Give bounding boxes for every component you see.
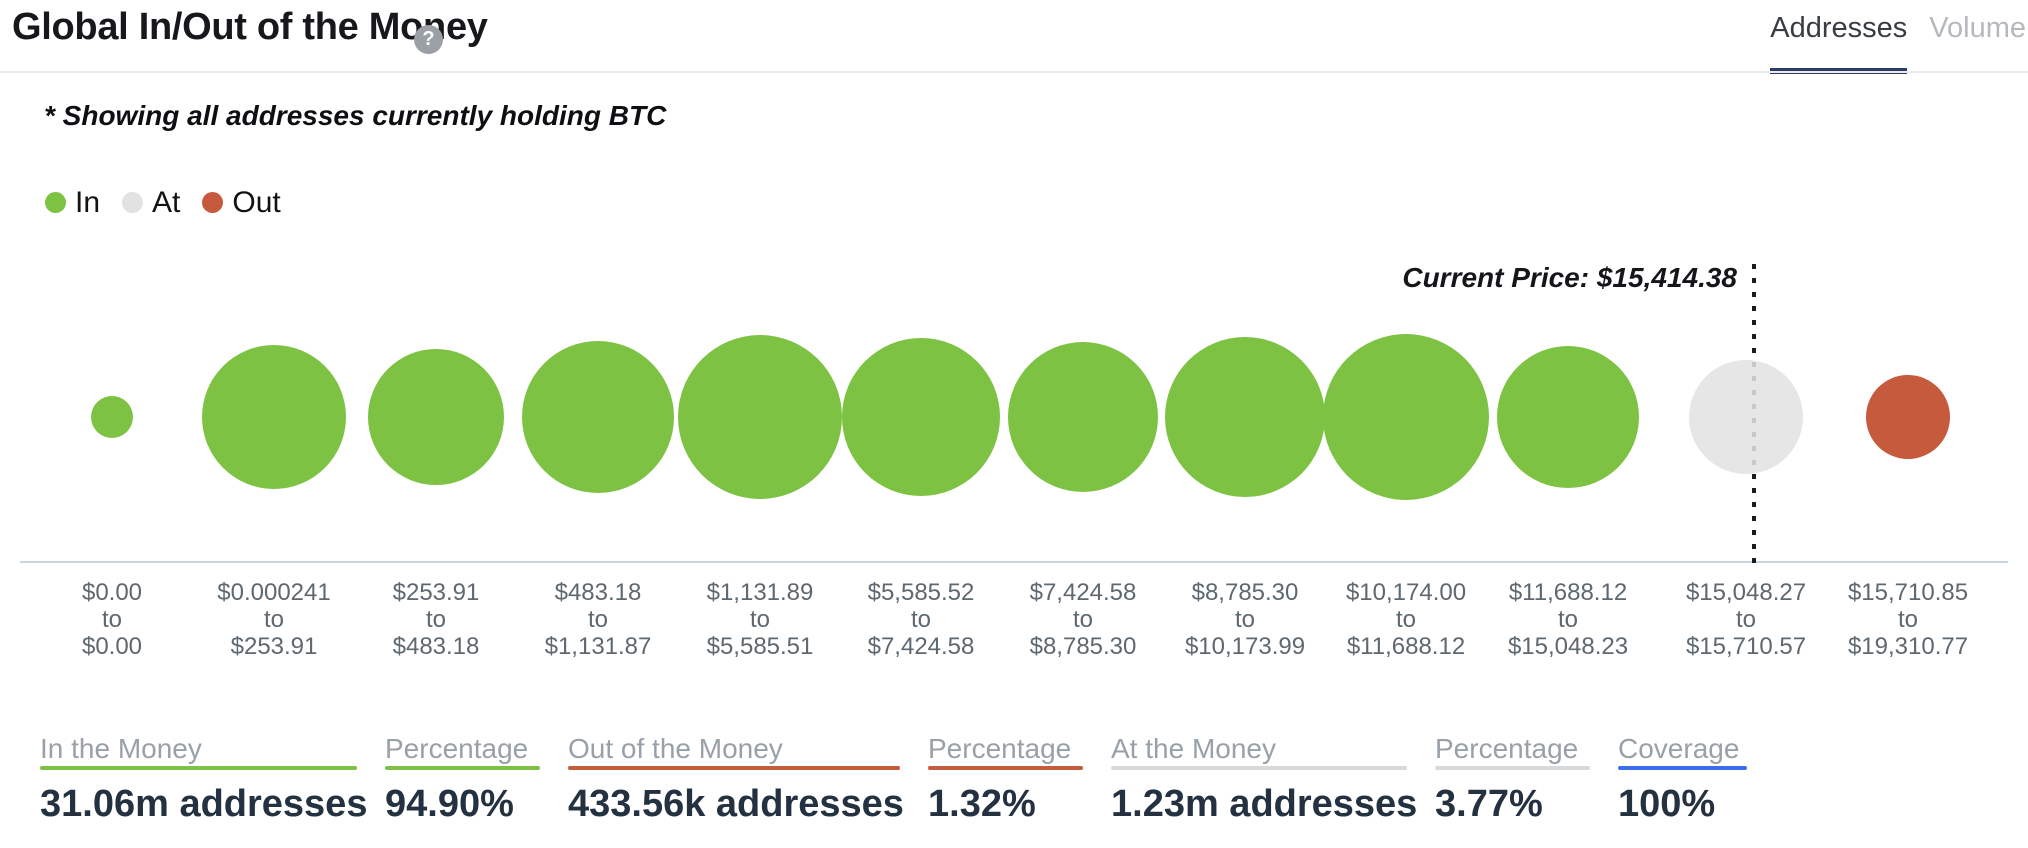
stat-underline	[385, 766, 540, 770]
legend-item-out: Out	[202, 186, 281, 219]
bubble-in-3[interactable]	[522, 341, 674, 493]
tab-volume[interactable]: Volume	[1929, 12, 2026, 44]
stat-underline	[1435, 766, 1590, 770]
stat-percentage-1: Percentage 94.90%	[385, 733, 540, 826]
legend-label: At	[152, 186, 181, 219]
stat-label: In the Money	[40, 733, 202, 764]
tab-bar: Addresses Volume	[1770, 12, 2026, 74]
help-icon[interactable]: ?	[414, 25, 443, 54]
stat-value: 1.32%	[928, 783, 1036, 825]
header-divider	[0, 71, 2028, 73]
stat-out-of-the-money-2: Out of the Money 433.56k addresses	[568, 733, 904, 826]
stat-value: 3.77%	[1435, 783, 1543, 825]
stat-coverage-6: Coverage 100%	[1618, 733, 1747, 826]
stat-percentage-3: Percentage 1.32%	[928, 733, 1083, 826]
legend-dot-icon	[122, 192, 144, 213]
x-axis-label-1: $0.000241 to $253.91	[217, 579, 331, 660]
stat-label: Coverage	[1618, 733, 1740, 764]
x-axis-line	[20, 561, 2008, 563]
stat-value: 94.90%	[385, 783, 514, 825]
bubble-out-11[interactable]	[1866, 375, 1950, 459]
stat-in-the-money-0: In the Money 31.06m addresses	[40, 733, 368, 826]
legend-label: Out	[232, 186, 281, 219]
legend-dot-icon	[202, 192, 224, 213]
bubble-in-6[interactable]	[1008, 342, 1158, 492]
legend-label: In	[75, 186, 101, 219]
x-axis-label-2: $253.91 to $483.18	[392, 579, 480, 660]
bubble-in-9[interactable]	[1497, 346, 1639, 488]
bubble-at-10[interactable]	[1689, 360, 1803, 474]
stat-percentage-5: Percentage 3.77%	[1435, 733, 1590, 826]
x-axis-label-10: $15,048.27 to $15,710.57	[1685, 579, 1807, 660]
stat-value: 100%	[1618, 783, 1716, 825]
stat-label: Percentage	[1435, 733, 1579, 764]
bubble-in-1[interactable]	[202, 345, 346, 489]
stat-value: 1.23m addresses	[1111, 783, 1418, 825]
stat-at-the-money-4: At the Money 1.23m addresses	[1111, 733, 1418, 826]
x-axis-label-0: $0.00 to $0.00	[81, 579, 143, 660]
bubble-in-7[interactable]	[1165, 337, 1325, 497]
bubble-in-0[interactable]	[91, 396, 133, 438]
legend-item-at: At	[122, 186, 180, 219]
summary-stats: In the Money 31.06m addresses Percentage 94…	[40, 733, 1747, 826]
stat-label: Percentage	[385, 733, 529, 764]
stat-value: 31.06m addresses	[40, 783, 368, 825]
x-axis-label-6: $7,424.58 to $8,785.30	[1029, 579, 1137, 660]
stat-underline	[40, 766, 357, 770]
x-axis-label-11: $15,710.85 to $19,310.77	[1847, 579, 1969, 660]
page-title: Global In/Out of the Money	[12, 6, 488, 48]
legend-dot-icon	[45, 192, 66, 213]
bubble-in-2[interactable]	[368, 349, 504, 485]
stat-underline	[568, 766, 900, 770]
stat-label: Percentage	[928, 733, 1072, 764]
legend-item-in: In	[45, 186, 100, 219]
x-axis-label-8: $10,174.00 to $11,688.12	[1345, 579, 1467, 660]
stat-underline	[1618, 766, 1747, 770]
stat-label: Out of the Money	[568, 733, 783, 764]
x-axis-label-4: $1,131.89 to $5,585.51	[706, 579, 814, 660]
stat-label: At the Money	[1111, 733, 1276, 764]
bubble-in-4[interactable]	[678, 335, 842, 499]
holdings-note: * Showing all addresses currently holdin…	[44, 100, 667, 131]
stat-underline	[928, 766, 1083, 770]
chart-legend: In At Out	[45, 186, 281, 219]
stat-underline	[1111, 766, 1407, 770]
current-price-annotation: Current Price: $15,414.38	[1402, 262, 1737, 293]
bubble-in-8[interactable]	[1323, 334, 1489, 500]
x-axis-label-7: $8,785.30 to $10,173.99	[1184, 579, 1306, 660]
x-axis-label-9: $11,688.12 to $15,048.23	[1507, 579, 1629, 660]
x-axis-label-5: $5,585.52 to $7,424.58	[867, 579, 975, 660]
bubble-in-5[interactable]	[842, 338, 1000, 496]
x-axis-label-3: $483.18 to $1,131.87	[544, 579, 652, 660]
stat-value: 433.56k addresses	[568, 783, 904, 825]
